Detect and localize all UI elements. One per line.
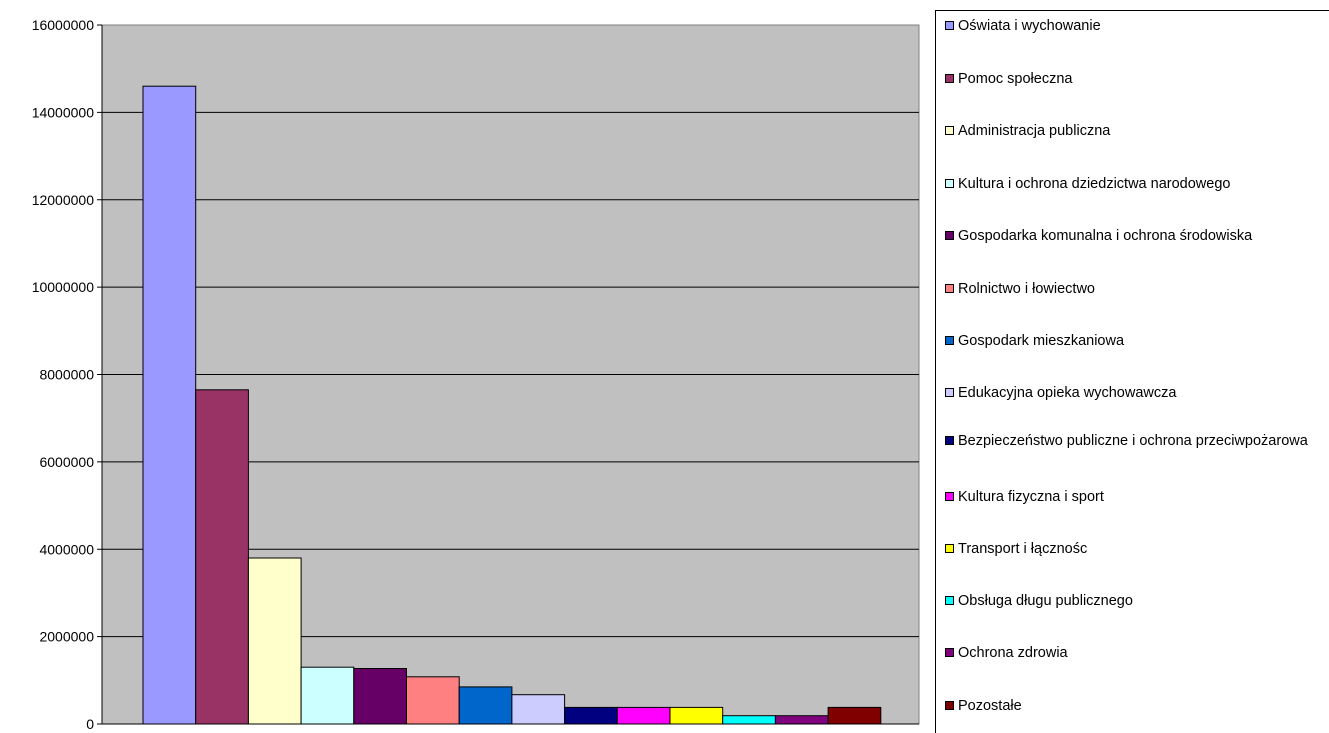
bar [300,666,355,725]
bar [406,676,460,725]
bar [247,557,302,725]
bar [195,389,249,725]
y-tick-label: 0 [86,716,94,732]
y-tick-label: 10000000 [32,279,95,295]
y-tick-label: 14000000 [32,104,95,120]
y-tick-label: 16000000 [32,17,95,33]
legend-item: Ochrona zdrowia [945,643,1329,663]
legend-item: Edukacyjna opieka wychowawcza [945,383,1329,403]
bar [458,686,513,725]
bar-chart: 0 2000000 4000000 6000000 8000000 10000000 120… [32,17,920,732]
legend-label: Bezpieczeństwo publiczne i ochrona przec… [958,433,1308,449]
legend-swatch [945,436,954,445]
bar [774,715,829,725]
legend-label: Transport i łącznośc [958,541,1088,557]
legend-item: Administracja publiczna [945,121,1329,141]
legend-label: Oświata i wychowanie [958,18,1101,34]
legend-label: Gospodarka komunalna i ochrona środowisk… [958,228,1253,244]
legend-swatch [945,701,954,710]
y-axis: 0 2000000 4000000 6000000 8000000 10000000 120… [32,17,102,732]
legend-item: Transport i łącznośc [945,539,1329,559]
y-tick-label: 12000000 [32,192,95,208]
bar [827,706,882,725]
y-tick-label: 6000000 [39,454,94,470]
legend-swatch [945,179,954,188]
bar [142,85,197,725]
legend-swatch [945,492,954,501]
legend-label: Administracja publiczna [958,123,1111,139]
legend-item: Bezpieczeństwo publiczne i ochrona przec… [945,431,1329,451]
legend-label: Kultura i ochrona dziedzictwa narodowego [958,176,1231,192]
legend-label: Pomoc społeczna [958,71,1073,87]
legend-item: Kultura i ochrona dziedzictwa narodowego [945,174,1329,194]
legend-item: Gospodarka komunalna i ochrona środowisk… [945,226,1329,246]
bar [564,706,618,725]
legend: Oświata i wychowanie Pomoc społeczna Admin… [935,10,1329,733]
legend-swatch [945,648,954,657]
legend-item: Rolnictwo i łowiectwo [945,279,1329,299]
legend-swatch [945,231,954,240]
legend-item: Gospodark mieszkaniowa [945,331,1329,351]
legend-item: Pozostałe [945,696,1329,716]
bar [616,706,671,725]
legend-label: Gospodark mieszkaniowa [958,333,1125,349]
legend-swatch [945,284,954,293]
legend-swatch [945,388,954,397]
legend-label: Obsługa długu publicznego [958,593,1133,609]
legend-swatch [945,126,954,135]
bar [511,694,566,725]
bars [142,85,882,725]
legend-swatch [945,596,954,605]
legend-label: Pozostałe [958,698,1022,714]
legend-swatch [945,74,954,83]
legend-label: Kultura fizyczna i sport [958,489,1104,505]
legend-label: Edukacyjna opieka wychowawcza [958,385,1177,401]
legend-swatch [945,21,954,30]
bar [353,668,407,725]
legend-swatch [945,336,954,345]
y-tick-label: 8000000 [39,367,94,383]
legend-swatch [945,544,954,553]
bar [669,706,724,725]
legend-item: Kultura fizyczna i sport [945,487,1329,507]
legend-item: Oświata i wychowanie [945,16,1329,36]
legend-item: Pomoc społeczna [945,69,1329,89]
y-tick-label: 4000000 [39,541,94,557]
y-tick-label: 2000000 [39,629,94,645]
legend-label: Rolnictwo i łowiectwo [958,281,1095,297]
bar [722,715,776,725]
legend-item: Obsługa długu publicznego [945,591,1329,611]
legend-label: Ochrona zdrowia [958,645,1068,661]
